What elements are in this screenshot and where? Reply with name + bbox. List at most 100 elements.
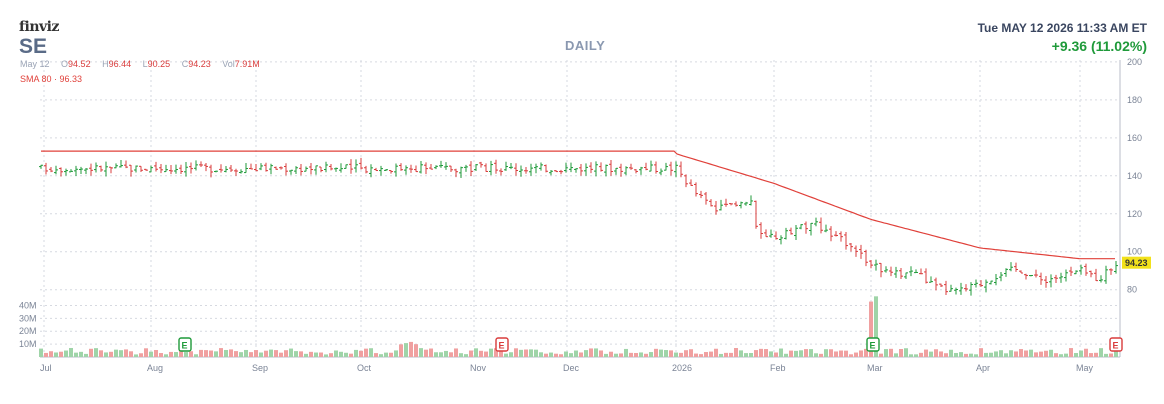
volume-bar bbox=[409, 341, 413, 357]
volume-bar bbox=[474, 348, 478, 357]
volume-bar bbox=[749, 352, 753, 357]
volume-bar bbox=[894, 353, 898, 357]
volume-bar bbox=[939, 351, 943, 357]
x-tick-label: Nov bbox=[470, 363, 487, 373]
volume-bar bbox=[869, 301, 873, 357]
volume-bar bbox=[144, 348, 148, 357]
volume-bar bbox=[339, 351, 343, 357]
volume-bar bbox=[1034, 352, 1038, 357]
volume-bar bbox=[964, 353, 968, 357]
volume-bar bbox=[99, 350, 103, 357]
volume-bar bbox=[469, 350, 473, 357]
volume-bar bbox=[829, 349, 833, 357]
volume-bar bbox=[1104, 353, 1108, 357]
volume-bar bbox=[724, 352, 728, 357]
volume-bar bbox=[199, 349, 203, 357]
y-tick-label: 120 bbox=[1127, 209, 1142, 219]
volume-bar bbox=[489, 348, 493, 357]
volume-bar bbox=[264, 350, 268, 357]
finviz-logo[interactable]: finviz bbox=[19, 19, 59, 35]
volume-bar bbox=[1019, 349, 1023, 357]
volume-bar bbox=[844, 350, 848, 357]
volume-bar bbox=[274, 350, 278, 357]
volume-bar bbox=[699, 354, 703, 357]
volume-bar bbox=[889, 348, 893, 357]
volume-bar bbox=[279, 352, 283, 357]
volume-bar bbox=[1014, 351, 1018, 357]
volume-bar bbox=[609, 351, 613, 357]
volume-bar bbox=[559, 354, 563, 357]
volume-bar bbox=[799, 350, 803, 357]
x-tick-label: Oct bbox=[357, 363, 372, 373]
volume-bar bbox=[689, 349, 693, 357]
x-tick-label: Sep bbox=[252, 363, 268, 373]
volume-bar bbox=[484, 351, 488, 357]
quote-datetime: Tue MAY 12 2026 11:33 AM ET bbox=[977, 21, 1147, 35]
x-tick-label: 2026 bbox=[672, 363, 692, 373]
volume-bar bbox=[229, 349, 233, 357]
ohlc-readout: May 12 O94.52 H96.44 L90.25 C94.23 Vol7.… bbox=[20, 59, 260, 69]
volume-bar bbox=[1084, 348, 1088, 357]
volume-bar bbox=[544, 353, 548, 357]
volume-bar bbox=[49, 351, 53, 357]
volume-bar bbox=[669, 350, 673, 357]
volume-bar bbox=[204, 350, 208, 357]
volume-bar bbox=[974, 354, 978, 357]
volume-bar bbox=[419, 348, 423, 357]
volume-bar bbox=[554, 353, 558, 357]
volume-bar bbox=[139, 353, 143, 357]
close-label: C bbox=[181, 59, 189, 69]
volume-bar bbox=[1069, 348, 1073, 357]
volume-bar bbox=[464, 354, 468, 357]
volume-bar bbox=[289, 348, 293, 357]
volume-bar bbox=[454, 348, 458, 357]
volume-bar bbox=[189, 351, 193, 357]
sma-readout: SMA 80 · 96.33 bbox=[20, 74, 83, 84]
volume-bar bbox=[929, 351, 933, 357]
volume-bar bbox=[149, 351, 153, 357]
volume-bar bbox=[1004, 353, 1008, 357]
volume-bar bbox=[909, 354, 913, 357]
volume-bar bbox=[349, 353, 353, 357]
volume-bar bbox=[639, 352, 643, 357]
volume-tick-label: 40M bbox=[19, 300, 37, 310]
volume-bar bbox=[614, 353, 618, 357]
y-tick-label: 200 bbox=[1127, 57, 1142, 67]
sma-80-line bbox=[41, 150, 1115, 260]
volume-bar bbox=[549, 352, 553, 357]
volume-bar bbox=[809, 349, 813, 357]
volume-bar bbox=[359, 350, 363, 357]
earnings-marker bbox=[866, 337, 880, 352]
volume-bar bbox=[579, 352, 583, 357]
volume-bar bbox=[459, 353, 463, 357]
last-price-tag bbox=[1122, 256, 1151, 269]
volume-bar bbox=[134, 354, 138, 357]
volume-bar bbox=[444, 350, 448, 357]
volume-bar bbox=[519, 349, 523, 357]
volume-bar bbox=[994, 351, 998, 357]
volume-bar bbox=[899, 349, 903, 357]
volume-bar bbox=[404, 343, 408, 357]
volume-bar bbox=[934, 349, 938, 357]
volume-bar bbox=[864, 348, 868, 357]
volume-bar bbox=[104, 352, 108, 357]
volume-bar bbox=[794, 350, 798, 357]
volume-bar bbox=[354, 349, 358, 357]
volume-bar bbox=[984, 352, 988, 357]
low-label: L bbox=[142, 59, 148, 69]
volume-bar bbox=[54, 352, 58, 357]
volume-bar bbox=[784, 353, 788, 357]
volume-bar bbox=[789, 350, 793, 357]
volume-bar bbox=[1059, 354, 1063, 357]
volume-tick-label: 20M bbox=[19, 326, 37, 336]
volume-tick-label: 10M bbox=[19, 339, 37, 349]
volume-bar bbox=[379, 354, 383, 357]
volume-bar bbox=[714, 348, 718, 357]
volume-bar bbox=[234, 351, 238, 357]
volume-bar bbox=[884, 349, 888, 357]
volume-bar bbox=[719, 353, 723, 357]
volume-bar bbox=[589, 348, 593, 357]
volume-bar bbox=[244, 349, 248, 357]
volume-bar bbox=[959, 352, 963, 357]
volume-bar bbox=[414, 344, 418, 357]
